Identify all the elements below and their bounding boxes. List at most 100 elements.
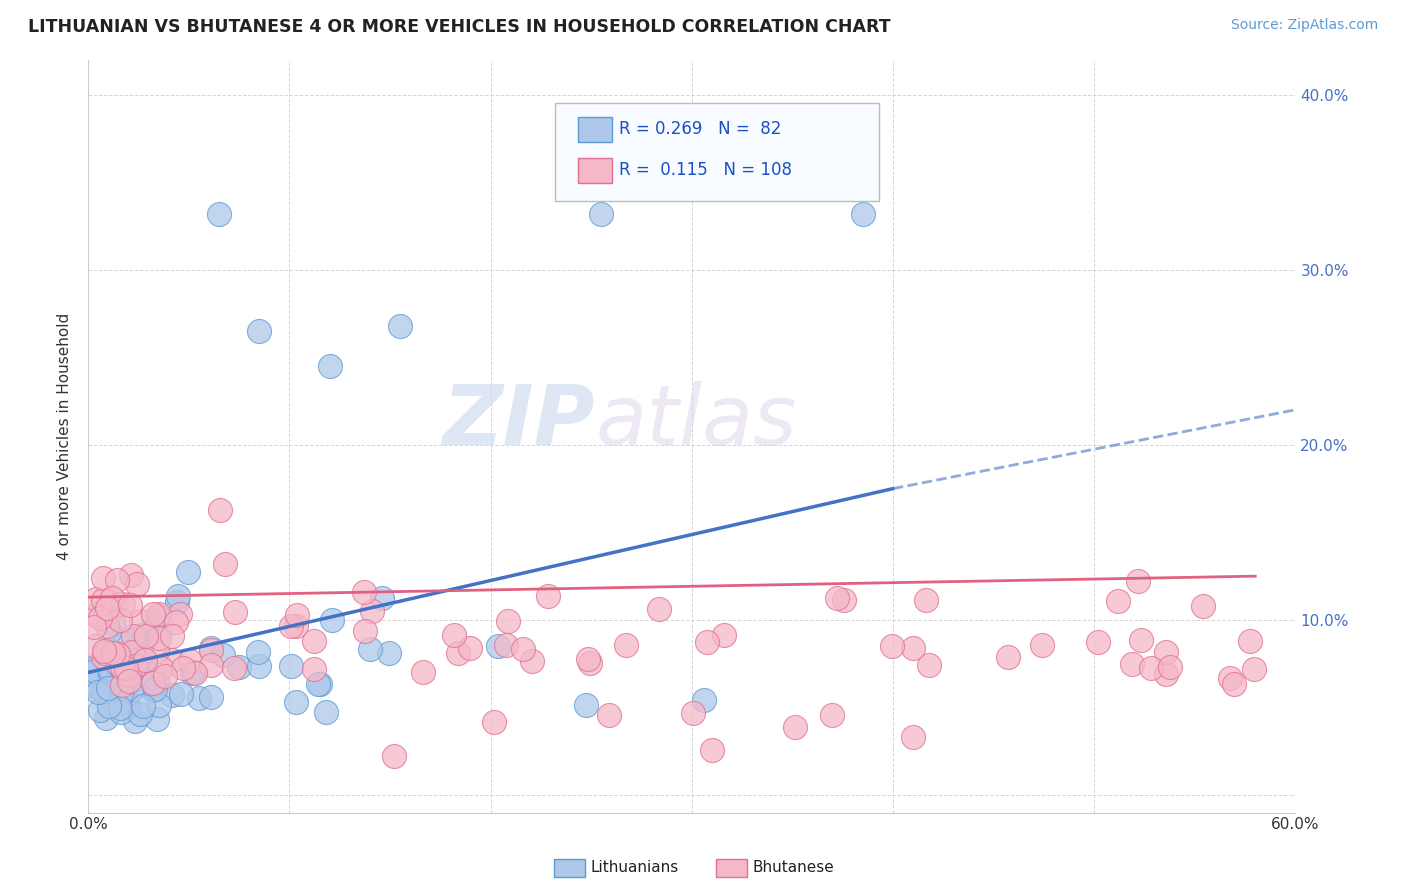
Point — [1239, 634, 1261, 648]
Point — [713, 628, 735, 642]
Point — [512, 641, 534, 656]
Point — [177, 565, 200, 579]
Point — [184, 666, 207, 681]
Point — [537, 589, 560, 603]
Point — [148, 698, 170, 712]
Point — [1191, 599, 1213, 614]
Point — [832, 593, 855, 607]
Point — [284, 619, 307, 633]
Point — [105, 656, 128, 670]
Point — [110, 660, 132, 674]
Point — [97, 681, 120, 695]
Point — [101, 616, 124, 631]
Point — [105, 574, 128, 588]
Point — [224, 605, 246, 619]
Point — [353, 585, 375, 599]
Point — [1087, 635, 1109, 649]
Point — [142, 676, 165, 690]
Point — [153, 668, 176, 682]
Point — [378, 646, 401, 660]
Point — [89, 657, 111, 671]
Point — [101, 591, 124, 606]
Point — [200, 643, 222, 657]
Point — [598, 708, 620, 723]
Point — [247, 644, 270, 658]
Point — [89, 611, 111, 625]
Point — [302, 634, 325, 648]
Text: Bhutanese: Bhutanese — [752, 861, 834, 875]
Point — [94, 646, 117, 660]
Point — [128, 706, 150, 721]
Point — [112, 637, 135, 651]
Point — [118, 668, 141, 682]
Point — [108, 613, 131, 627]
Point — [361, 604, 384, 618]
Point — [901, 731, 924, 745]
Text: R = 0.269   N =  82: R = 0.269 N = 82 — [619, 120, 780, 138]
Point — [96, 711, 118, 725]
Point — [200, 658, 222, 673]
Point — [83, 620, 105, 634]
Point — [495, 638, 517, 652]
Point — [496, 615, 519, 629]
Point — [188, 691, 211, 706]
Point — [212, 648, 235, 663]
Point — [285, 608, 308, 623]
Point — [575, 698, 598, 712]
Point — [1219, 671, 1241, 685]
Point — [127, 577, 149, 591]
Point — [142, 607, 165, 621]
Point — [93, 644, 115, 658]
Point — [169, 607, 191, 621]
Point — [997, 649, 1019, 664]
Point — [353, 624, 375, 639]
Point — [145, 673, 167, 688]
Point — [122, 657, 145, 672]
Point — [880, 639, 903, 653]
Point — [179, 654, 201, 668]
Point — [901, 640, 924, 655]
Point — [321, 613, 343, 627]
Text: atlas: atlas — [595, 381, 797, 461]
Point — [132, 699, 155, 714]
Point — [1154, 645, 1177, 659]
Text: R =  0.115   N = 108: R = 0.115 N = 108 — [619, 161, 792, 179]
Point — [146, 643, 169, 657]
Point — [110, 686, 132, 700]
Point — [180, 665, 202, 680]
Point — [91, 592, 114, 607]
Point — [214, 558, 236, 572]
Point — [82, 674, 104, 689]
Point — [110, 705, 132, 719]
Point — [370, 591, 392, 606]
Point — [1128, 574, 1150, 589]
Point — [91, 650, 114, 665]
Point — [98, 698, 121, 713]
Point — [1222, 676, 1244, 690]
Point — [166, 595, 188, 609]
Point — [165, 615, 187, 630]
Point — [222, 661, 245, 675]
Point — [918, 657, 941, 672]
Point — [200, 690, 222, 705]
Point — [84, 664, 107, 678]
Point — [1031, 638, 1053, 652]
Point — [522, 654, 544, 668]
Point — [105, 654, 128, 668]
Point — [285, 695, 308, 709]
Point — [359, 642, 381, 657]
Point — [308, 676, 330, 690]
Point — [108, 659, 131, 673]
Point — [682, 706, 704, 721]
Point — [384, 749, 406, 764]
Text: ZIP: ZIP — [443, 381, 595, 461]
Point — [120, 568, 142, 582]
Point — [579, 656, 602, 670]
Point — [693, 692, 716, 706]
Point — [91, 685, 114, 699]
Point — [101, 693, 124, 707]
Point — [138, 666, 160, 681]
Point — [1130, 633, 1153, 648]
Point — [84, 639, 107, 653]
Point — [160, 629, 183, 643]
